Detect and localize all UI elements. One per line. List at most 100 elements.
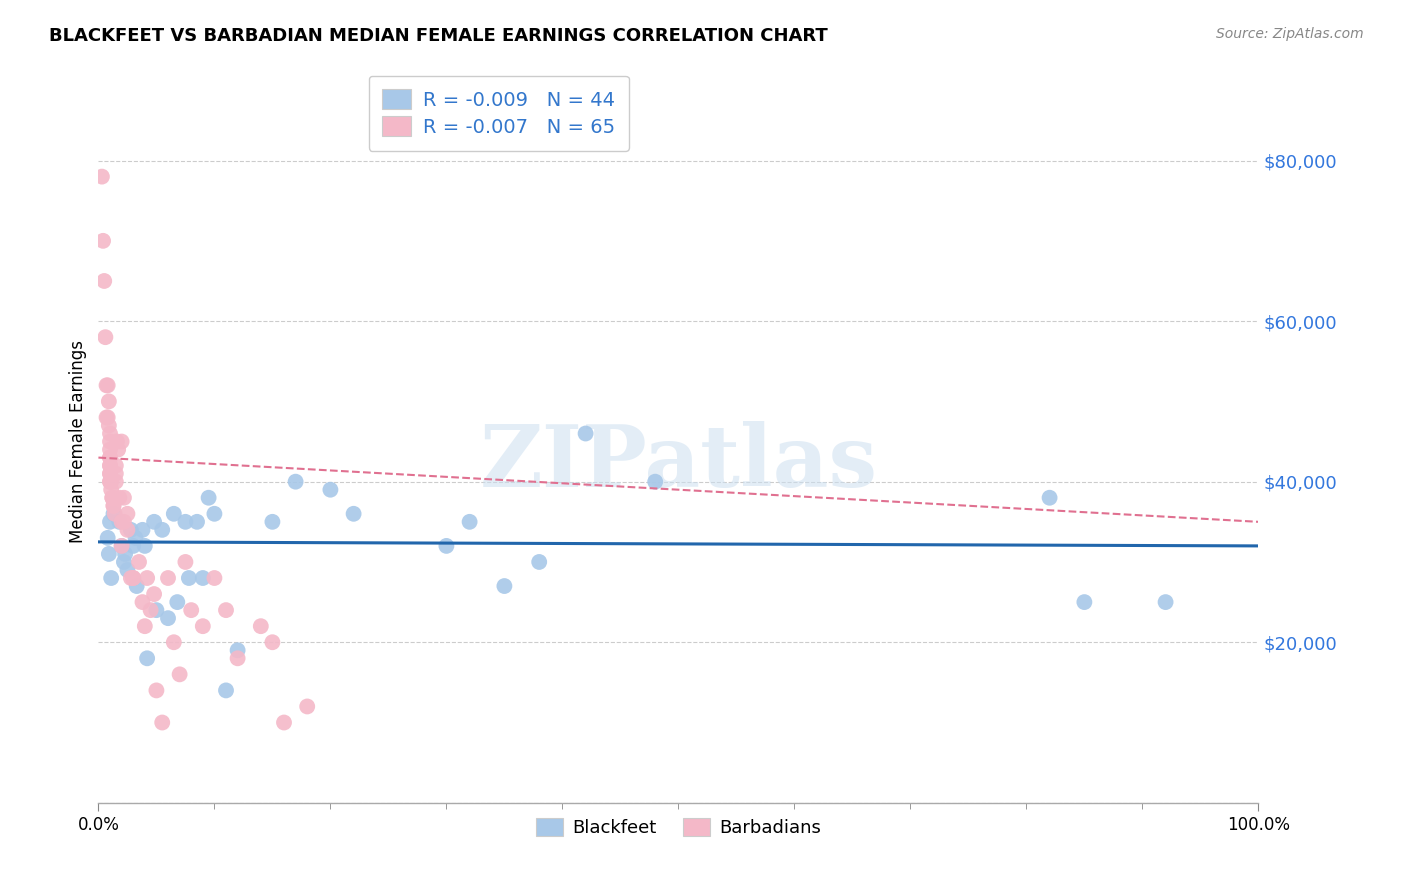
Point: [97, 378, 120, 392]
Point: [111, 515, 132, 529]
Point: [122, 571, 145, 585]
Point: [204, 507, 226, 521]
Legend: Blackfeet, Barbadians: Blackfeet, Barbadians: [529, 811, 828, 845]
Point: [104, 475, 127, 489]
Point: [494, 579, 516, 593]
Point: [134, 619, 156, 633]
Point: [125, 579, 148, 593]
Point: [215, 603, 238, 617]
Point: [215, 683, 238, 698]
Point: [180, 603, 202, 617]
Point: [139, 603, 162, 617]
Point: [226, 651, 249, 665]
Point: [104, 458, 127, 473]
Point: [1073, 595, 1095, 609]
Point: [98, 467, 121, 481]
Point: [250, 619, 273, 633]
Point: [163, 635, 186, 649]
Point: [191, 619, 214, 633]
Point: [98, 442, 121, 457]
Point: [1038, 491, 1062, 505]
Point: [143, 587, 166, 601]
Point: [103, 499, 125, 513]
Point: [120, 523, 142, 537]
Point: [131, 523, 153, 537]
Text: ZIPatlas: ZIPatlas: [479, 421, 877, 505]
Point: [98, 450, 121, 465]
Text: BLACKFEET VS BARBADIAN MEDIAN FEMALE EARNINGS CORRELATION CHART: BLACKFEET VS BARBADIAN MEDIAN FEMALE EAR…: [49, 27, 828, 45]
Point: [101, 491, 124, 505]
Point: [163, 507, 186, 521]
Point: [104, 467, 127, 481]
Point: [112, 515, 135, 529]
Point: [117, 563, 139, 577]
Point: [122, 539, 145, 553]
Y-axis label: Median Female Earnings: Median Female Earnings: [69, 340, 87, 543]
Point: [145, 603, 167, 617]
Point: [100, 475, 122, 489]
Point: [1154, 595, 1177, 609]
Point: [574, 426, 596, 441]
Point: [105, 434, 128, 449]
Point: [117, 523, 139, 537]
Point: [98, 467, 121, 481]
Point: [96, 410, 118, 425]
Point: [197, 491, 219, 505]
Point: [111, 539, 132, 553]
Point: [98, 458, 121, 473]
Point: [284, 475, 307, 489]
Point: [436, 539, 458, 553]
Point: [297, 699, 319, 714]
Point: [97, 410, 120, 425]
Point: [273, 715, 295, 730]
Point: [157, 611, 180, 625]
Point: [186, 515, 208, 529]
Point: [112, 491, 135, 505]
Point: [98, 475, 121, 489]
Point: [98, 458, 121, 473]
Point: [98, 434, 121, 449]
Point: [98, 450, 121, 465]
Point: [97, 531, 120, 545]
Point: [136, 571, 159, 585]
Point: [174, 555, 197, 569]
Point: [97, 547, 120, 561]
Point: [169, 667, 191, 681]
Point: [262, 635, 284, 649]
Point: [134, 539, 156, 553]
Point: [128, 555, 150, 569]
Point: [107, 442, 129, 457]
Point: [644, 475, 666, 489]
Point: [112, 555, 135, 569]
Point: [101, 491, 124, 505]
Point: [100, 483, 122, 497]
Point: [103, 499, 125, 513]
Point: [96, 378, 118, 392]
Point: [94, 330, 117, 344]
Point: [91, 234, 114, 248]
Point: [98, 426, 121, 441]
Point: [93, 274, 115, 288]
Point: [103, 507, 125, 521]
Point: [143, 515, 166, 529]
Point: [262, 515, 284, 529]
Point: [191, 571, 214, 585]
Point: [117, 507, 139, 521]
Point: [100, 571, 122, 585]
Point: [226, 643, 249, 657]
Point: [98, 515, 121, 529]
Point: [111, 434, 132, 449]
Point: [122, 571, 145, 585]
Point: [319, 483, 342, 497]
Point: [150, 715, 173, 730]
Point: [97, 418, 120, 433]
Point: [166, 595, 188, 609]
Point: [343, 507, 366, 521]
Point: [97, 394, 120, 409]
Point: [111, 539, 132, 553]
Point: [90, 169, 112, 184]
Point: [157, 571, 180, 585]
Point: [150, 523, 173, 537]
Point: [108, 515, 131, 529]
Point: [174, 515, 197, 529]
